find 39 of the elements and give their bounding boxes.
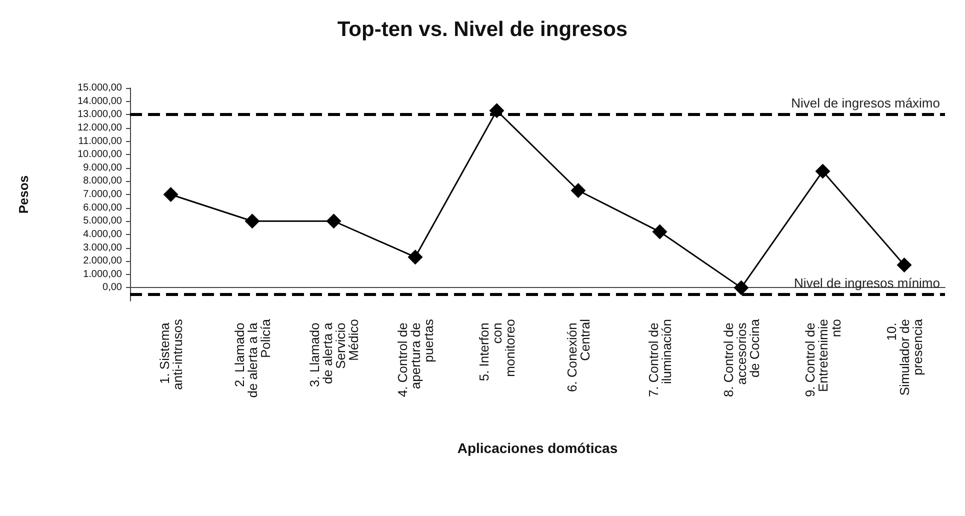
y-tick-label: 1.000,00 [83, 268, 122, 280]
point [163, 187, 178, 202]
point [734, 280, 749, 296]
point [652, 224, 668, 240]
x-tick-label: 7. Control de iluminación [646, 319, 674, 398]
x-tick-label: 1. Sistema anti-intrusos [156, 318, 185, 390]
y-tick-label: 10.000,00 [78, 149, 122, 160]
y-tick-label: 6.000,00 [83, 202, 122, 214]
y-tick-label: 0,00 [102, 282, 122, 294]
x-tick-label: 9. Control de Entretenimiento [802, 319, 844, 398]
x-axis-title: Aplicaciones domóticas [457, 440, 618, 456]
y-tick-label: 8.000,00 [83, 176, 122, 187]
y-tick-label: 3.000,00 [83, 242, 122, 254]
x-tick-label: 3. Llamado de alerta a Servicio Médico [306, 319, 361, 387]
x-tick-label: 2. Llamado de alerta a la Policía [232, 318, 273, 398]
y-tick-label: 12.000,00 [78, 122, 122, 134]
y-tick-label: 7.000,00 [83, 189, 122, 200]
x-tick-label: 8. Control de accesorios de Cocina [720, 318, 762, 398]
ref-line-label: Nivel de ingresos máximo [791, 96, 940, 111]
ref-line-label: Nivel de ingresos mínimo [794, 275, 940, 290]
x-tick-label: 6. Conexión Central [564, 318, 592, 392]
point [570, 183, 586, 198]
x-tick-label: 4. Control de apertura de puertas [394, 318, 436, 398]
y-tick-label: 11.000,00 [78, 136, 122, 147]
chart-title: Top-ten vs. Nivel de ingresos [337, 18, 628, 41]
point [326, 214, 342, 229]
y-tick-label: 9.000,00 [83, 162, 122, 174]
y-tick-label: 15.000,00 [78, 82, 122, 94]
x-tick-label: 5. Interfon con monitoreo [476, 319, 518, 382]
y-tick-label: 2.000,00 [83, 256, 122, 267]
point [815, 164, 830, 179]
point [896, 258, 912, 273]
point [244, 214, 260, 229]
y-tick-label: 13.000,00 [78, 109, 122, 120]
y-tick-label: 4.000,00 [83, 228, 122, 240]
y-tick-label: 14.000,00 [78, 96, 122, 107]
y-tick-label: 5.000,00 [83, 216, 122, 227]
point [408, 250, 423, 265]
y-axis-title: Pesos [16, 175, 31, 214]
